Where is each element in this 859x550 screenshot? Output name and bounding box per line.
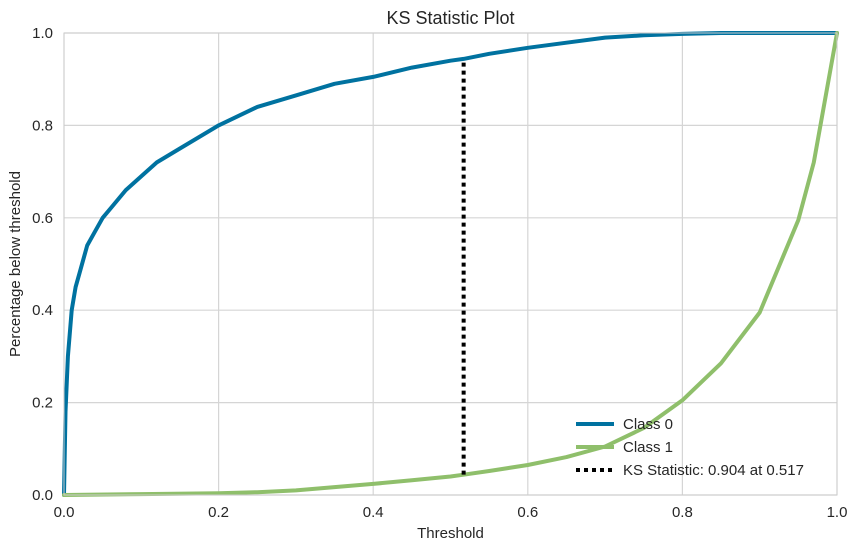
plot-background: [64, 33, 837, 495]
x-tick-label: 0.2: [208, 504, 229, 521]
plot-frame: [63, 32, 838, 496]
x-axis-label: Threshold: [417, 525, 484, 542]
y-tick-label: 0.2: [32, 395, 53, 412]
series-layer: [62, 31, 839, 497]
legend-label-class-1: Class 1: [623, 439, 673, 456]
x-tick-labels: 0.0 0.2 0.4 0.6 0.8 1.0: [54, 504, 848, 521]
x-tick-label: 0.8: [672, 504, 693, 521]
y-tick-label: 0.6: [32, 210, 53, 227]
chart-title: KS Statistic Plot: [386, 8, 514, 28]
y-tick-labels: 0.0 0.2 0.4 0.6 0.8 1.0: [32, 25, 53, 504]
legend-label-ks-statistic: KS Statistic: 0.904 at 0.517: [623, 462, 804, 479]
y-tick-label: 0.0: [32, 487, 53, 504]
legend: Class 0 Class 1 KS Statistic: 0.904 at 0…: [576, 416, 804, 479]
x-tick-label: 0.0: [54, 504, 75, 521]
legend-label-class-0: Class 0: [623, 416, 673, 433]
y-tick-label: 0.4: [32, 302, 53, 319]
x-tick-label: 0.4: [363, 504, 384, 521]
x-tick-label: 0.6: [517, 504, 538, 521]
x-tick-label: 1.0: [827, 504, 848, 521]
y-axis-label: Percentage below threshold: [7, 171, 24, 357]
series-line-class-0: [62, 31, 839, 497]
y-tick-label: 1.0: [32, 25, 53, 42]
series-line-class-1: [62, 31, 839, 497]
y-tick-label: 0.8: [32, 117, 53, 134]
